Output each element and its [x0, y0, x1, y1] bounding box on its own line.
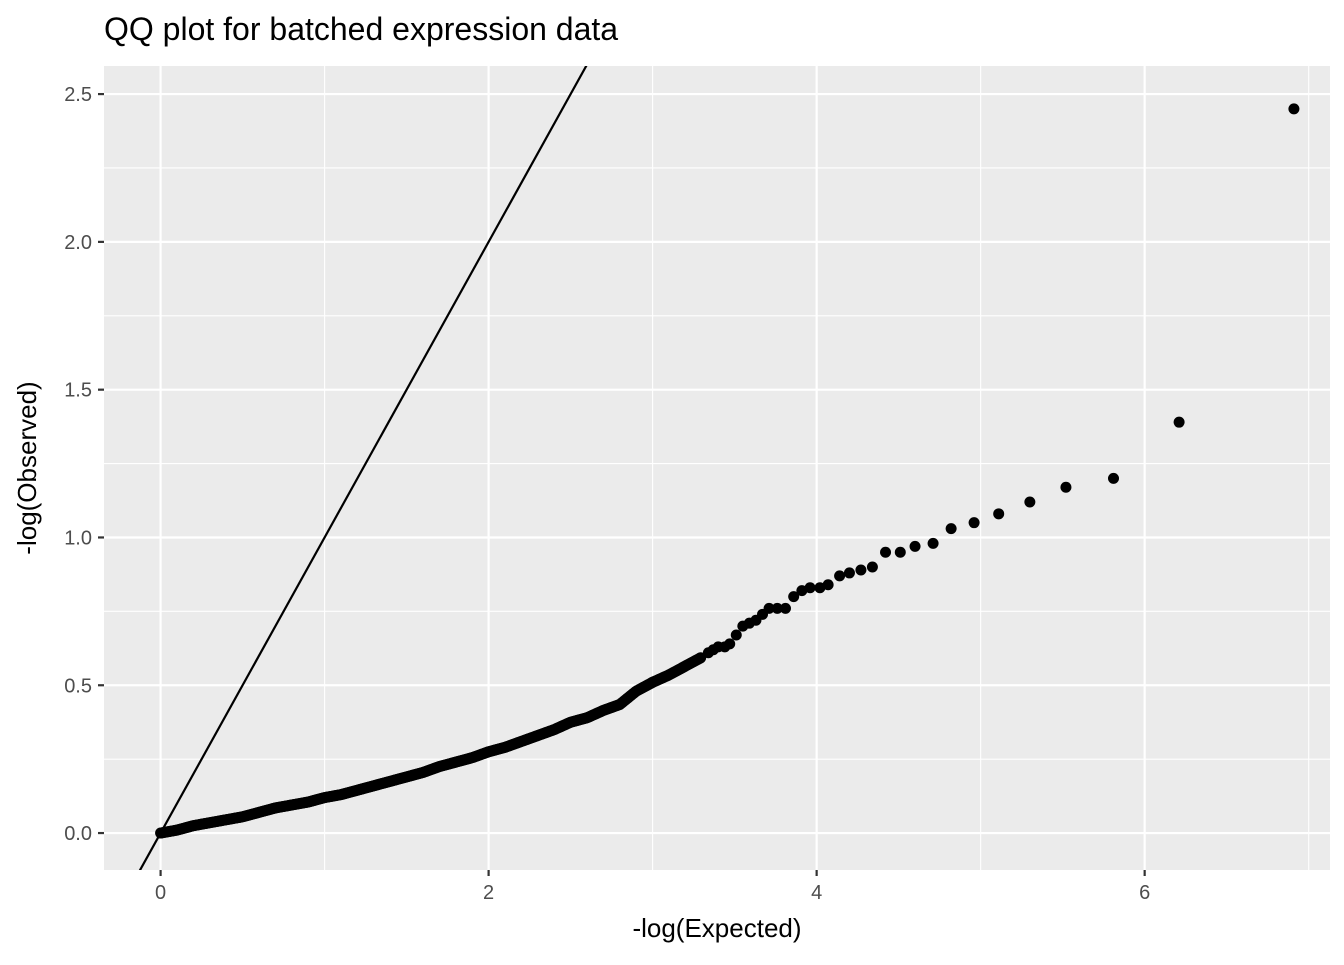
y-tick-label: 1.0	[64, 527, 92, 549]
y-tick-label: 1.5	[64, 380, 92, 402]
data-point	[1060, 481, 1072, 493]
data-point	[1288, 103, 1300, 115]
data-point	[788, 591, 800, 603]
data-point	[1173, 416, 1185, 428]
data-point	[771, 602, 783, 614]
data-point	[843, 567, 855, 579]
data-point	[814, 582, 826, 594]
data-point	[880, 546, 892, 558]
data-point	[1024, 496, 1036, 508]
data-point	[909, 540, 921, 552]
plot-panel	[104, 66, 1330, 870]
data-point	[855, 564, 867, 576]
data-point	[1108, 472, 1120, 484]
data-point	[993, 508, 1005, 520]
data-point	[834, 570, 846, 582]
data-point	[737, 620, 749, 632]
x-axis-title: -log(Expected)	[632, 913, 801, 943]
data-point	[866, 561, 878, 573]
data-point	[894, 546, 906, 558]
x-tick-label: 4	[811, 882, 822, 904]
y-tick-label: 0.5	[64, 675, 92, 697]
x-tick-label: 0	[155, 882, 166, 904]
data-point	[968, 517, 980, 529]
data-point	[927, 537, 939, 549]
y-axis-title: -log(Observed)	[12, 381, 42, 554]
reference-line	[138, 66, 588, 870]
data-point	[796, 585, 808, 597]
data-point	[779, 602, 791, 614]
x-tick-label: 2	[483, 882, 494, 904]
data-point	[945, 523, 957, 535]
data-point	[702, 647, 714, 659]
chart-title: QQ plot for batched expression data	[104, 11, 618, 47]
data-point	[730, 629, 742, 641]
y-tick-label: 0.0	[64, 823, 92, 845]
y-tick-label: 2.5	[64, 84, 92, 106]
y-tick-label: 2.0	[64, 232, 92, 254]
x-tick-label: 6	[1139, 882, 1150, 904]
